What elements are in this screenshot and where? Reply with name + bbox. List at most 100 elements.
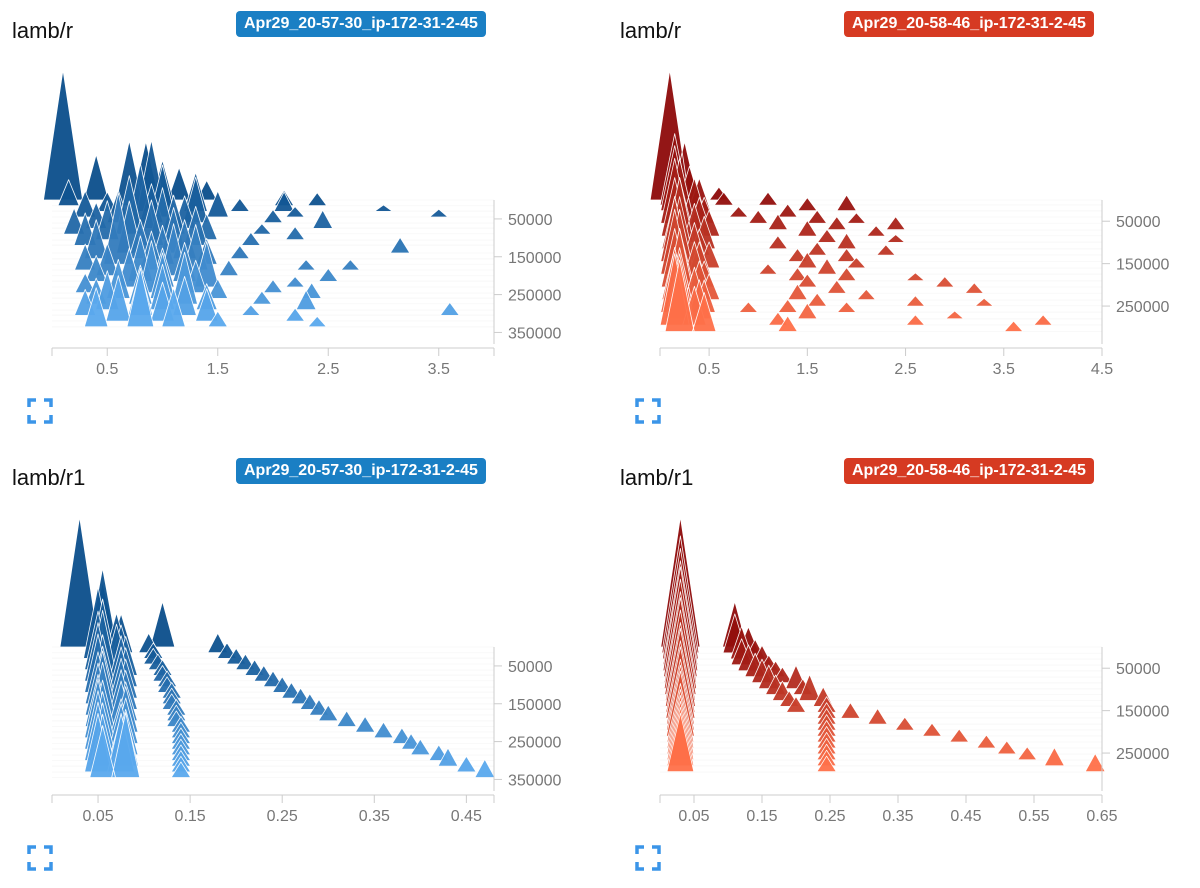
chart-panel: 0.05 0.15 0.25 0.35 0.45 0.55 0.65 50000 150000 2… xyxy=(608,447,1200,888)
x-tick-label: 0.55 xyxy=(1018,808,1049,825)
x-tick-label: 1.5 xyxy=(207,361,229,378)
chart-title: lamb/r xyxy=(620,18,682,43)
histogram-slice xyxy=(659,622,1103,701)
step-tick-label: 250000 xyxy=(508,288,561,305)
step-tick-label: 150000 xyxy=(1116,704,1169,721)
step-tick-label: 50000 xyxy=(508,659,553,676)
histogram-slices xyxy=(649,69,1103,332)
histogram-slice xyxy=(659,658,1103,725)
x-tick-label: 0.05 xyxy=(678,808,709,825)
step-tick-label: 150000 xyxy=(508,697,561,714)
histogram-slice xyxy=(659,157,1103,224)
x-tick-label: 2.5 xyxy=(894,361,916,378)
x-tick-label: 4.5 xyxy=(1091,361,1113,378)
histogram-slice xyxy=(659,247,1103,313)
histogram-slice xyxy=(649,69,1103,201)
x-axis: 0.5 1.5 2.5 3.5 xyxy=(51,347,495,378)
step-axis: 50000 150000 250000 350000 xyxy=(493,647,561,791)
x-tick-label: 3.5 xyxy=(993,361,1015,378)
histogram-slice xyxy=(659,689,1103,749)
histogram-slice xyxy=(659,548,1103,660)
histogram-slice xyxy=(659,712,1106,773)
x-tick-label: 0.35 xyxy=(882,808,913,825)
step-axis: 50000 150000 250000 xyxy=(1101,647,1169,791)
x-tick-label: 0.15 xyxy=(175,808,206,825)
expand-icon[interactable] xyxy=(635,845,661,871)
step-tick-label: 50000 xyxy=(508,212,553,229)
histogram-slice xyxy=(659,253,1103,320)
histogram-slices xyxy=(659,516,1106,773)
step-tick-label: 350000 xyxy=(508,772,561,789)
histogram-slice xyxy=(659,578,1103,678)
step-tick-label: 250000 xyxy=(1116,746,1169,763)
baseline-grid xyxy=(660,646,1102,773)
histogram-slice xyxy=(51,712,496,778)
x-axis: 0.05 0.15 0.25 0.35 0.45 0.55 0.65 xyxy=(659,794,1118,825)
expand-icon-glyph xyxy=(635,845,661,871)
chart-panel: 0.05 0.15 0.25 0.35 0.45 50000 150000 250000 350… xyxy=(0,447,600,888)
step-tick-label: 350000 xyxy=(508,325,561,342)
run-badge: Apr29_20-57-30_ip-172-31-2-45 xyxy=(236,11,486,37)
histogram-chart: 0.05 0.15 0.25 0.35 0.45 50000 150000 250000 350… xyxy=(51,516,561,825)
baseline-grid xyxy=(660,199,1102,333)
step-tick-label: 250000 xyxy=(1116,299,1169,316)
histogram-slice xyxy=(659,253,1103,326)
x-tick-label: 0.05 xyxy=(82,808,113,825)
expand-icon[interactable] xyxy=(27,398,53,424)
chart-panel: 0.5 1.5 2.5 3.5 4.5 50000 150000 250000 lamb/r … xyxy=(608,0,1200,441)
histogram-slice xyxy=(659,640,1103,713)
histogram-slice xyxy=(659,158,1103,218)
chart-panel: 0.5 1.5 2.5 3.5 50000 150000 250000 350000 lamb… xyxy=(0,0,600,441)
histogram-slices xyxy=(43,69,495,328)
x-tick-label: 1.5 xyxy=(796,361,818,378)
x-tick-label: 2.5 xyxy=(317,361,339,378)
histogram-slice xyxy=(659,133,1103,206)
x-axis: 0.5 1.5 2.5 3.5 4.5 xyxy=(659,347,1113,378)
histogram-chart: 0.5 1.5 2.5 3.5 4.5 50000 150000 250000 xyxy=(649,69,1169,378)
step-axis: 50000 150000 250000 xyxy=(1101,200,1169,344)
step-tick-label: 150000 xyxy=(1116,257,1169,274)
chart-title: lamb/r1 xyxy=(620,465,694,490)
x-tick-label: 0.45 xyxy=(950,808,981,825)
x-tick-label: 0.25 xyxy=(267,808,298,825)
x-tick-label: 0.35 xyxy=(359,808,390,825)
histogram-slice xyxy=(659,646,1103,719)
chart-title: lamb/r1 xyxy=(12,465,86,490)
step-tick-label: 50000 xyxy=(1116,661,1161,678)
chart-title: lamb/r xyxy=(12,18,74,43)
histogram-slices xyxy=(51,516,496,778)
histogram-slice xyxy=(659,670,1103,737)
step-axis: 50000 150000 250000 350000 xyxy=(493,200,561,344)
expand-icon[interactable] xyxy=(27,845,53,871)
histogram-slice xyxy=(659,664,1103,731)
x-axis: 0.05 0.15 0.25 0.35 0.45 xyxy=(51,794,495,825)
expand-icon-glyph xyxy=(27,845,53,871)
x-tick-label: 0.65 xyxy=(1086,808,1117,825)
histogram-slice xyxy=(659,247,1103,307)
histogram-slice xyxy=(51,275,495,322)
histogram-slice xyxy=(659,516,1103,648)
histogram-slice xyxy=(659,628,1103,707)
histogram-slice xyxy=(659,177,1103,237)
step-tick-label: 250000 xyxy=(508,735,561,752)
expand-icon-glyph xyxy=(635,398,661,424)
histogram-slice xyxy=(659,259,1103,332)
expand-icon-glyph xyxy=(27,398,53,424)
x-tick-label: 0.25 xyxy=(814,808,845,825)
x-tick-label: 0.15 xyxy=(746,808,777,825)
histogram-slice xyxy=(659,566,1103,672)
step-tick-label: 50000 xyxy=(1116,214,1161,231)
expand-icon[interactable] xyxy=(635,398,661,424)
histogram-slice xyxy=(43,69,495,201)
histogram-chart: 0.5 1.5 2.5 3.5 50000 150000 250000 350000 xyxy=(43,69,561,378)
run-badge: Apr29_20-58-46_ip-172-31-2-45 xyxy=(844,458,1094,484)
run-badge: Apr29_20-58-46_ip-172-31-2-45 xyxy=(844,11,1094,37)
x-tick-label: 0.45 xyxy=(451,808,482,825)
histogram-slice xyxy=(659,706,1103,767)
histogram-slice xyxy=(51,267,495,328)
histogram-slice xyxy=(659,208,1103,275)
histogram-slice xyxy=(659,228,1103,288)
run-badge: Apr29_20-57-30_ip-172-31-2-45 xyxy=(236,458,486,484)
histogram-slice xyxy=(51,223,495,277)
histogram-slice xyxy=(659,209,1103,269)
